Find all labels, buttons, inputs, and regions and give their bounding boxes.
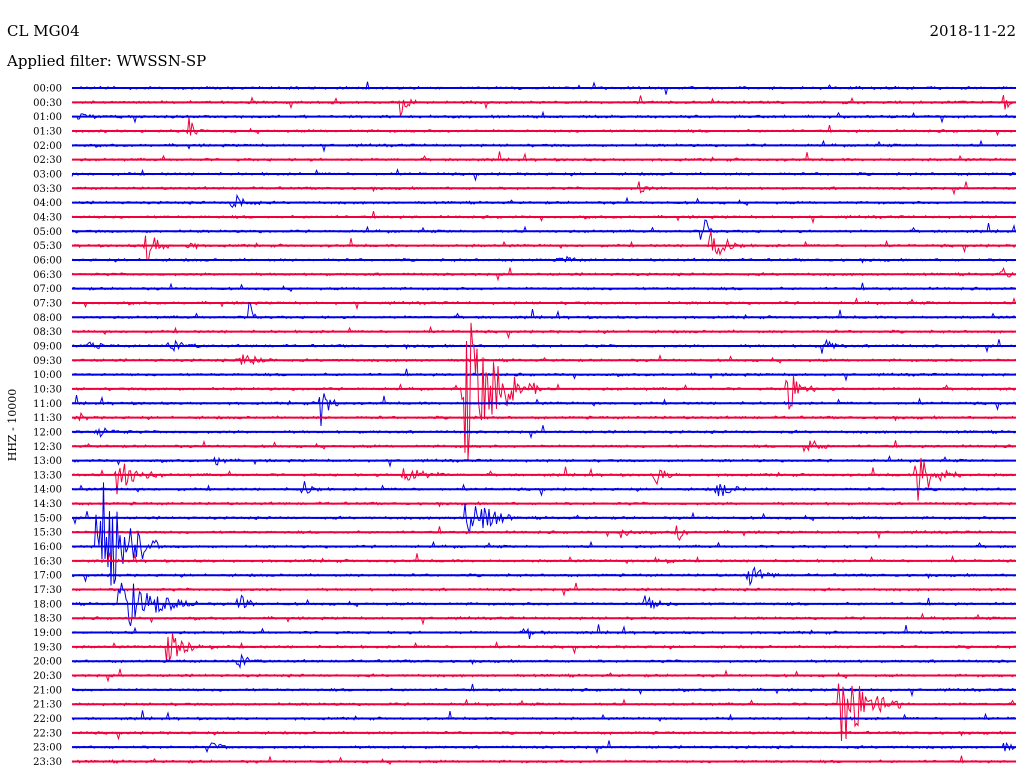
time-label: 09:30 xyxy=(33,356,62,367)
time-label: 02:00 xyxy=(33,141,62,152)
time-label: 13:30 xyxy=(33,470,62,481)
trace-row xyxy=(71,755,1016,765)
trace-row xyxy=(71,322,1016,460)
time-label: 15:30 xyxy=(33,528,62,539)
time-label: 17:00 xyxy=(33,571,62,582)
trace-row xyxy=(71,116,1016,137)
trace-row xyxy=(71,219,1016,240)
time-label: 12:00 xyxy=(33,427,62,438)
time-label: 05:30 xyxy=(33,241,62,252)
time-label: 01:30 xyxy=(33,126,62,137)
time-label: 15:00 xyxy=(33,513,62,524)
time-label: 11:00 xyxy=(33,399,62,410)
time-label: 20:30 xyxy=(33,671,62,682)
time-label: 16:00 xyxy=(33,542,62,553)
time-label: 14:30 xyxy=(33,499,62,510)
time-label: 17:30 xyxy=(33,585,62,596)
time-label: 09:00 xyxy=(33,341,62,352)
time-label: 12:30 xyxy=(33,442,62,453)
time-label: 05:00 xyxy=(33,227,62,238)
date-label: 2018-11-22 xyxy=(930,22,1016,40)
time-label: 00:30 xyxy=(33,98,62,109)
time-label: 19:30 xyxy=(33,642,62,653)
trace-row xyxy=(71,94,1016,117)
time-label: 04:30 xyxy=(33,212,62,223)
time-label: 21:00 xyxy=(33,685,62,696)
trace-row xyxy=(71,482,1016,586)
filter-label: Applied filter: WWSSN-SP xyxy=(6,52,206,70)
time-label: 14:00 xyxy=(33,485,62,496)
time-label: 22:30 xyxy=(33,728,62,739)
trace-row xyxy=(71,282,1016,293)
time-label: 11:30 xyxy=(33,413,62,424)
time-label: 04:00 xyxy=(33,198,62,209)
time-label: 20:00 xyxy=(33,657,62,668)
time-label: 01:00 xyxy=(33,112,62,123)
time-label: 19:00 xyxy=(33,628,62,639)
time-label: 16:30 xyxy=(33,556,62,567)
time-label: 07:30 xyxy=(33,298,62,309)
time-label: 06:30 xyxy=(33,270,62,281)
station-label: CL MG04 xyxy=(7,22,80,40)
time-label: 07:00 xyxy=(33,284,62,295)
time-label: 08:30 xyxy=(33,327,62,338)
time-label: 18:00 xyxy=(33,599,62,610)
time-label: 13:00 xyxy=(33,456,62,467)
time-label: 10:30 xyxy=(33,384,62,395)
time-label: 03:00 xyxy=(33,169,62,180)
time-label: 08:00 xyxy=(33,313,62,324)
time-label: 23:30 xyxy=(33,757,62,768)
trace-row xyxy=(72,193,1016,209)
trace-row xyxy=(71,457,1016,501)
time-label: 03:30 xyxy=(33,184,62,195)
time-label: 00:00 xyxy=(33,84,62,95)
time-label: 06:00 xyxy=(33,255,62,266)
trace-rows xyxy=(71,81,1016,765)
time-labels: 00:00 00:30 01:00 01:30 02:00 02:30 03:00 03:30… xyxy=(33,84,62,769)
time-label: 10:00 xyxy=(33,370,62,381)
time-label: 22:00 xyxy=(33,714,62,725)
y-axis-label: HHZ - 10000 xyxy=(6,389,19,462)
time-label: 23:00 xyxy=(33,743,62,754)
time-label: 21:30 xyxy=(33,700,62,711)
time-label: 02:30 xyxy=(33,155,62,166)
trace-row xyxy=(71,393,1016,427)
time-label: 18:30 xyxy=(33,614,62,625)
